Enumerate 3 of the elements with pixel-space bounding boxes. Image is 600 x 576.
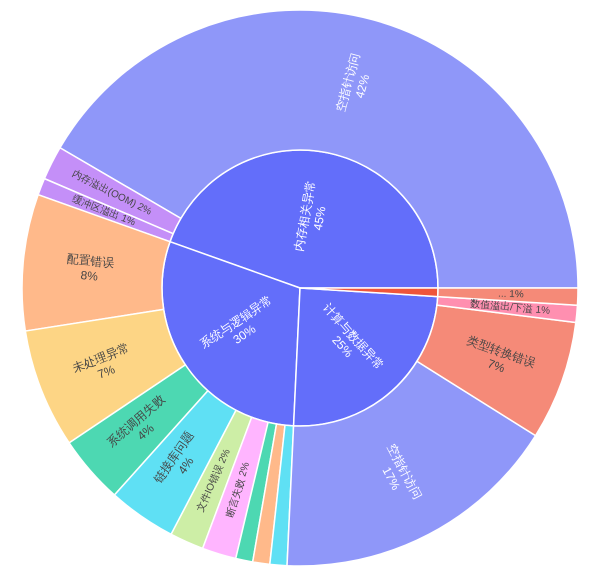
data-label: 45% <box>310 204 329 232</box>
slice-label: 配置错误 <box>66 252 116 270</box>
data-label: 8% <box>80 268 99 284</box>
